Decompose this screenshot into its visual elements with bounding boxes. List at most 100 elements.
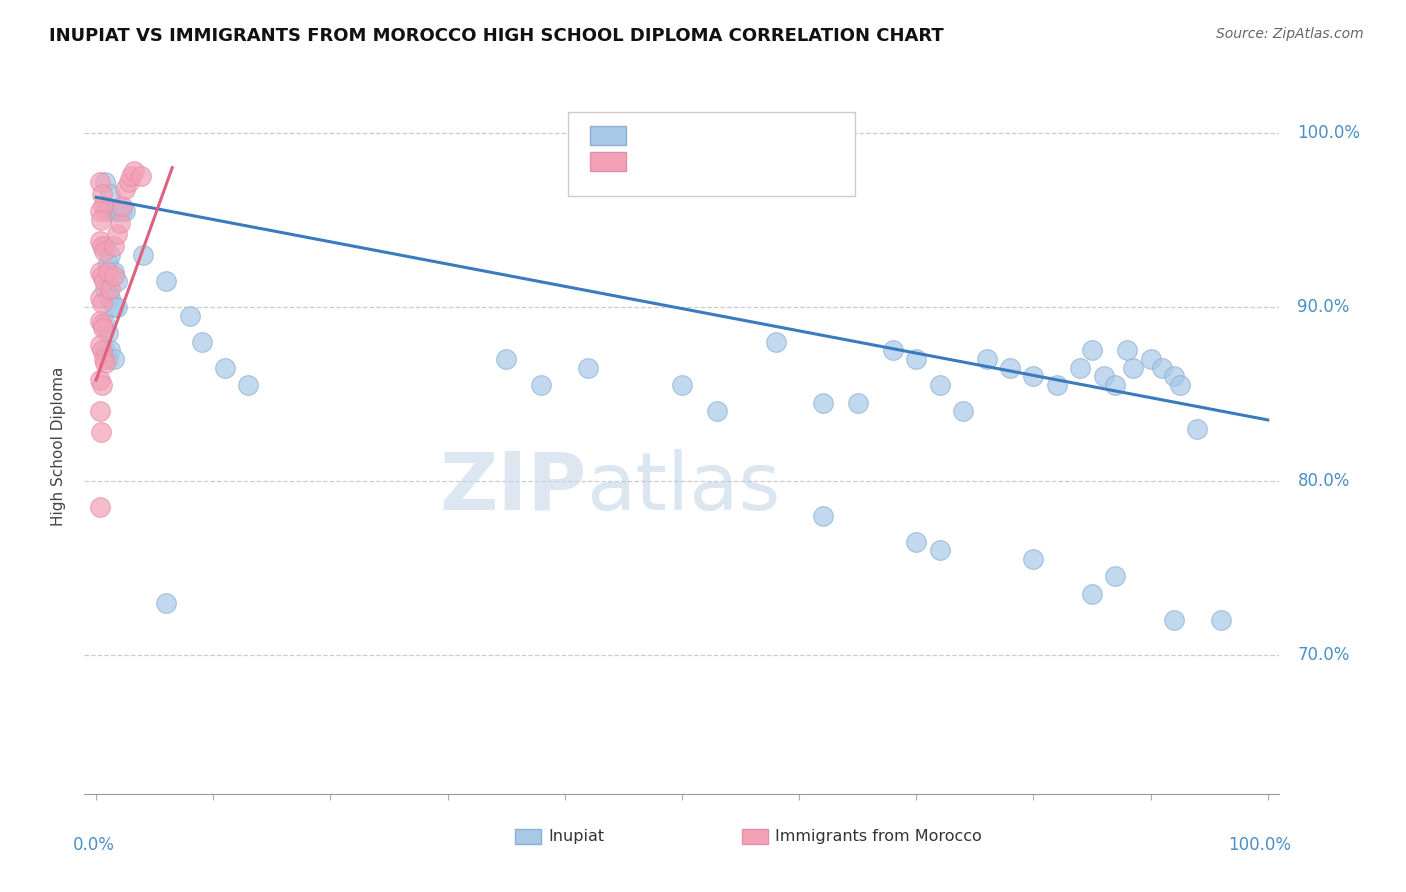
Point xyxy=(89,338,111,352)
Point xyxy=(811,395,834,409)
Point xyxy=(98,247,121,261)
Point xyxy=(155,274,177,288)
Point xyxy=(905,352,928,367)
Point xyxy=(103,265,125,279)
Point xyxy=(89,500,111,514)
Text: N =: N = xyxy=(742,153,776,171)
Point xyxy=(98,343,121,358)
Text: 80.0%: 80.0% xyxy=(1298,472,1350,490)
Point xyxy=(190,334,212,349)
Point xyxy=(122,164,145,178)
Text: Inupiat: Inupiat xyxy=(548,829,605,844)
Point xyxy=(89,314,111,328)
Point xyxy=(94,283,117,297)
Point xyxy=(103,300,125,314)
Point xyxy=(108,216,131,230)
Point xyxy=(90,186,114,201)
Text: 0.408: 0.408 xyxy=(671,153,728,171)
Point xyxy=(103,204,125,219)
Point xyxy=(97,326,120,340)
Point xyxy=(671,378,693,392)
Point xyxy=(928,378,950,392)
Point xyxy=(89,175,111,189)
Point xyxy=(155,596,177,610)
Point xyxy=(103,268,125,283)
FancyBboxPatch shape xyxy=(742,829,768,844)
Point xyxy=(94,343,117,358)
Point xyxy=(1139,352,1161,367)
Point xyxy=(94,175,117,189)
Text: Source: ZipAtlas.com: Source: ZipAtlas.com xyxy=(1216,27,1364,41)
Point xyxy=(97,291,120,305)
Point xyxy=(576,360,599,375)
Point xyxy=(89,265,111,279)
Point xyxy=(120,169,142,184)
Point xyxy=(976,352,998,367)
Point xyxy=(1022,369,1045,384)
Point xyxy=(89,373,111,387)
Text: atlas: atlas xyxy=(586,449,780,527)
Point xyxy=(114,181,136,195)
Point xyxy=(765,334,787,349)
Point xyxy=(1046,378,1069,392)
Point xyxy=(118,175,141,189)
Text: 90.0%: 90.0% xyxy=(1298,298,1350,316)
Point xyxy=(179,309,201,323)
Point xyxy=(1163,613,1185,627)
Point xyxy=(89,291,111,305)
Point xyxy=(129,169,152,184)
Point xyxy=(93,352,115,367)
Point xyxy=(105,204,128,219)
Point xyxy=(846,395,869,409)
Text: --0.476: --0.476 xyxy=(671,128,742,145)
Text: 37: 37 xyxy=(766,153,790,171)
Point xyxy=(1163,369,1185,384)
Point xyxy=(1209,613,1232,627)
Point xyxy=(1081,587,1104,601)
Point xyxy=(103,352,125,367)
Point xyxy=(706,404,728,418)
Point xyxy=(93,244,115,259)
Point xyxy=(97,265,120,279)
Point xyxy=(98,283,121,297)
Point xyxy=(1187,422,1209,436)
Point xyxy=(105,274,128,288)
Text: R =: R = xyxy=(636,153,668,171)
Point xyxy=(97,352,120,367)
Text: 62: 62 xyxy=(766,128,790,145)
Point xyxy=(94,239,117,253)
Text: Immigrants from Morocco: Immigrants from Morocco xyxy=(775,829,981,844)
Text: 70.0%: 70.0% xyxy=(1298,646,1350,664)
Point xyxy=(108,204,131,219)
FancyBboxPatch shape xyxy=(591,126,626,145)
Point xyxy=(114,204,136,219)
Point xyxy=(1116,343,1139,358)
Point xyxy=(98,186,121,201)
FancyBboxPatch shape xyxy=(591,152,626,171)
Point xyxy=(103,239,125,253)
Point xyxy=(1104,378,1126,392)
Point xyxy=(89,404,111,418)
Point xyxy=(1168,378,1191,392)
Point xyxy=(132,247,155,261)
Point xyxy=(90,213,112,227)
Text: 0.0%: 0.0% xyxy=(73,836,114,854)
Point xyxy=(111,204,134,219)
Point xyxy=(91,199,114,213)
Point xyxy=(97,256,120,270)
Point xyxy=(105,227,128,241)
Point xyxy=(1122,360,1144,375)
FancyBboxPatch shape xyxy=(568,112,855,195)
Point xyxy=(214,360,236,375)
Text: INUPIAT VS IMMIGRANTS FROM MOROCCO HIGH SCHOOL DIPLOMA CORRELATION CHART: INUPIAT VS IMMIGRANTS FROM MOROCCO HIGH … xyxy=(49,27,943,45)
Point xyxy=(90,239,114,253)
Point xyxy=(90,425,112,439)
Point xyxy=(91,320,114,334)
Point xyxy=(94,355,117,369)
Point xyxy=(495,352,517,367)
Point xyxy=(952,404,974,418)
Point xyxy=(1069,360,1091,375)
Point xyxy=(90,343,114,358)
Point xyxy=(90,268,114,283)
Point xyxy=(1104,569,1126,583)
